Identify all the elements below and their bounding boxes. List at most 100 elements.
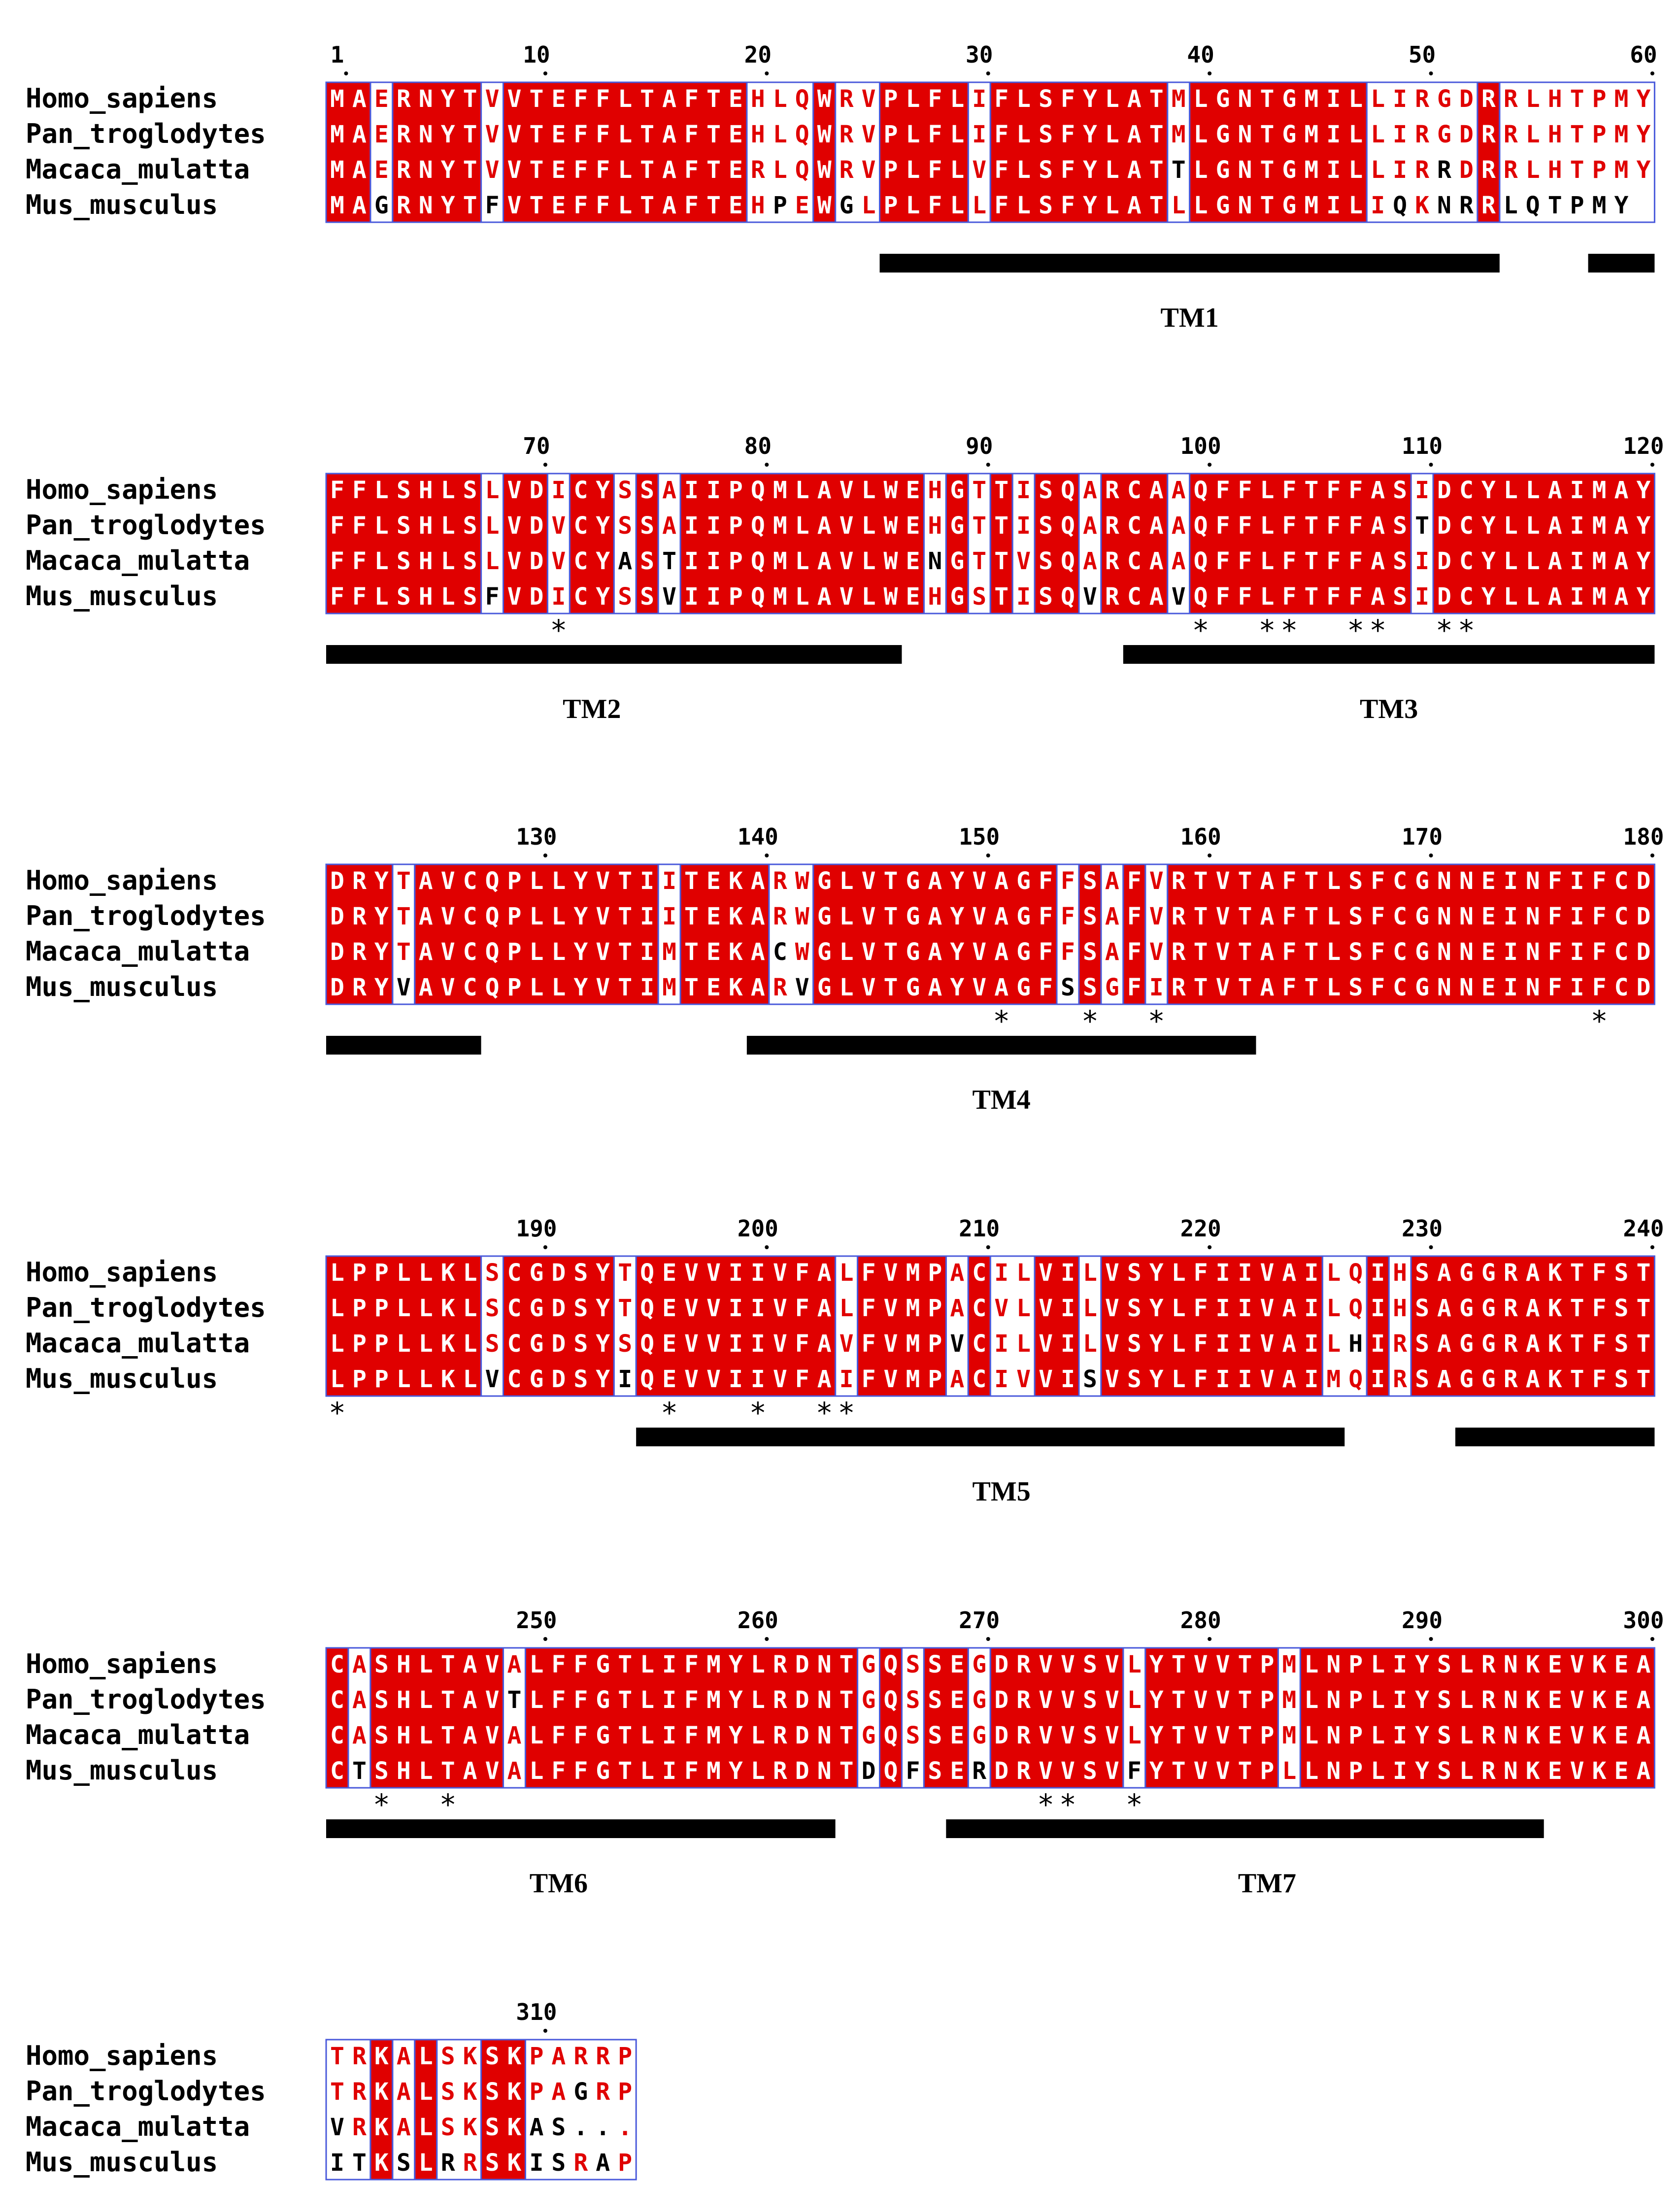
identity-column: [990, 1648, 1013, 1788]
residue: K: [374, 2043, 389, 2070]
residue: G: [1016, 903, 1031, 930]
identity-column: [857, 474, 880, 614]
residue: R: [773, 1651, 787, 1678]
residue: V: [1016, 547, 1031, 575]
residue: T: [884, 867, 898, 895]
residue: A: [662, 192, 676, 219]
ruler-number: 60: [1630, 41, 1657, 68]
residue: F: [1194, 1295, 1208, 1322]
residue: F: [928, 192, 942, 219]
residue: L: [906, 156, 920, 184]
identity-column: [1521, 1256, 1545, 1396]
residue: S: [1083, 1722, 1097, 1749]
residue: N: [1526, 867, 1540, 895]
residue: T: [994, 547, 1008, 575]
residue: Q: [1393, 192, 1407, 219]
residue: A: [662, 512, 676, 540]
residue: R: [1481, 85, 1496, 113]
residue: W: [817, 192, 832, 219]
residue: P: [1592, 121, 1607, 148]
residue: L: [640, 1722, 654, 1749]
residue: S: [397, 477, 411, 504]
residue: G: [1282, 85, 1296, 113]
alignment-block: Homo_sapiensPan_troglodytesMacaca_mulatt…: [26, 41, 1657, 333]
residue: A: [1371, 547, 1385, 575]
residue: P: [352, 1366, 367, 1393]
identity-column: [1433, 1256, 1456, 1396]
residue: R: [397, 121, 411, 148]
residue: L: [397, 1259, 411, 1287]
residue: N: [419, 121, 433, 148]
residue: L: [862, 583, 876, 611]
species-label: Mus_musculus: [26, 971, 218, 1002]
residue: S: [441, 2043, 455, 2070]
residue: F: [1282, 867, 1296, 895]
residue: H: [928, 477, 942, 504]
residue: M: [706, 1651, 721, 1678]
identity-column: [1256, 82, 1279, 222]
residue: L: [840, 938, 854, 966]
residue: Q: [485, 974, 500, 1001]
residue: I: [1570, 974, 1584, 1001]
residue: S: [485, 1295, 500, 1322]
residue: L: [1526, 583, 1540, 611]
residue: H: [1548, 121, 1562, 148]
residue: S: [906, 1651, 920, 1678]
residue: F: [684, 156, 699, 184]
residue: A: [1636, 1757, 1650, 1785]
residue: L: [640, 1757, 654, 1785]
residue: A: [1526, 1366, 1540, 1393]
residue: G: [1415, 867, 1429, 895]
residue: I: [1393, 121, 1407, 148]
residue: T: [1260, 192, 1274, 219]
residue: N: [1526, 974, 1540, 1001]
ruler-dot: [1429, 463, 1433, 467]
residue: T: [884, 938, 898, 966]
identity-column: [525, 474, 548, 614]
ruler-dot: [543, 2029, 547, 2033]
residue: T: [994, 477, 1008, 504]
residue: T: [640, 156, 654, 184]
residue: P: [928, 1295, 942, 1322]
residue: A: [751, 903, 765, 930]
residue: Q: [795, 156, 809, 184]
residue: S: [374, 1722, 389, 1749]
residue: S: [463, 512, 477, 540]
residue: G: [573, 2078, 588, 2106]
residue: I: [729, 1366, 743, 1393]
residue: A: [1149, 512, 1164, 540]
residue: A: [1526, 1295, 1540, 1322]
residue: V: [1216, 867, 1230, 895]
residue: A: [419, 938, 433, 966]
residue: V: [596, 867, 610, 895]
residue: V: [884, 1259, 898, 1287]
residue: Y: [441, 85, 455, 113]
residue: P: [352, 1295, 367, 1322]
residue: F: [994, 156, 1008, 184]
ruler-number: 270: [959, 1607, 1000, 1634]
residue: V: [1105, 1330, 1119, 1358]
residue: R: [1172, 867, 1186, 895]
residue: Y: [1636, 583, 1650, 611]
residue: M: [1614, 85, 1629, 113]
residue: F: [684, 1722, 699, 1749]
residue: S: [972, 583, 986, 611]
residue: I: [1504, 938, 1518, 966]
residue: A: [1105, 903, 1119, 930]
identity-column: [1566, 864, 1589, 1004]
residue: S: [640, 583, 654, 611]
identity-column: [1344, 82, 1367, 222]
identity-column: [702, 1648, 725, 1788]
residue: G: [1282, 121, 1296, 148]
residue: F: [795, 1330, 809, 1358]
residue: Y: [729, 1686, 743, 1714]
residue: V: [1570, 1722, 1584, 1749]
residue: G: [529, 1330, 543, 1358]
residue: L: [950, 192, 964, 219]
residue: A: [1636, 1651, 1650, 1678]
residue: H: [419, 547, 433, 575]
identity-column: [414, 864, 437, 1004]
residue: I: [1570, 477, 1584, 504]
residue: L: [862, 477, 876, 504]
residue: N: [1238, 192, 1252, 219]
